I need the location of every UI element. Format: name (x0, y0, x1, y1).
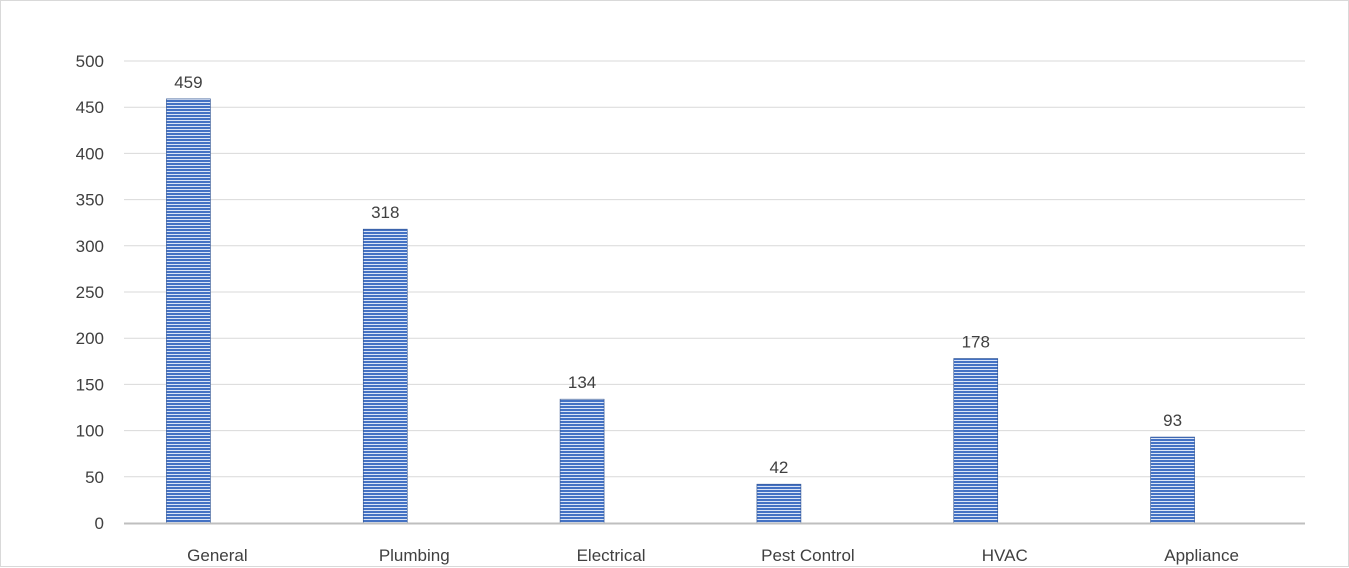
y-tick-label: 350 (76, 191, 104, 210)
category-label: General (187, 546, 247, 565)
data-label: 459 (174, 73, 202, 92)
category-label: Plumbing (379, 546, 450, 565)
data-label: 134 (568, 373, 596, 392)
data-label: 93 (1163, 411, 1182, 430)
bar-plumbing (362, 228, 408, 524)
data-label: 42 (769, 458, 788, 477)
y-tick-label: 0 (95, 514, 104, 533)
bars (166, 98, 1195, 524)
category-label: HVAC (982, 546, 1028, 565)
bar-electrical (559, 398, 605, 524)
bar-pest-control (756, 483, 802, 524)
y-tick-label: 300 (76, 237, 104, 256)
category-label: Electrical (577, 546, 646, 565)
data-labels: 459 318 134 42 178 93 (174, 73, 1182, 477)
y-tick-label: 250 (76, 283, 104, 302)
gridlines (124, 60, 1305, 478)
x-axis-categories: General Plumbing Electrical Pest Control HVA… (187, 546, 1239, 565)
bar-general (166, 98, 211, 524)
y-tick-label: 500 (76, 52, 104, 71)
category-label: Appliance (1164, 546, 1239, 565)
y-axis-ticks: 0 50 100 150 200 250 300 350 400 450 500 (76, 52, 104, 533)
bar-appliance (1150, 436, 1195, 524)
data-label: 178 (962, 333, 990, 352)
data-label: 318 (371, 203, 399, 222)
bar-hvac (953, 358, 999, 524)
category-label: Pest Control (761, 546, 855, 565)
y-tick-label: 450 (76, 98, 104, 117)
y-tick-label: 400 (76, 144, 104, 163)
y-tick-label: 200 (76, 329, 104, 348)
y-tick-label: 150 (76, 375, 104, 394)
y-tick-label: 100 (76, 422, 104, 441)
y-tick-label: 50 (85, 468, 104, 487)
